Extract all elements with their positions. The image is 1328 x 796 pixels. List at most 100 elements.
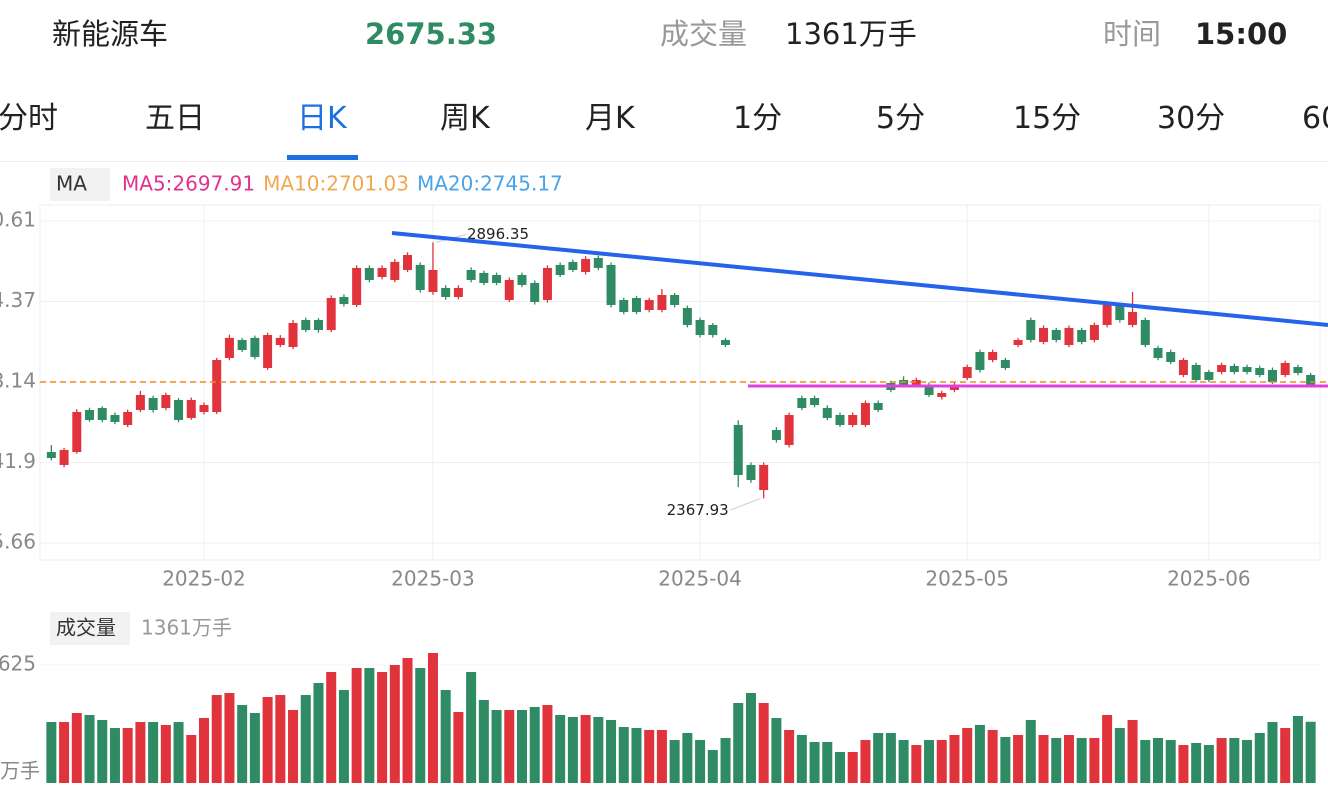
period-tab[interactable]: 30分: [1157, 101, 1226, 136]
candle-body: [212, 359, 222, 412]
candle-body: [174, 399, 184, 420]
candle-body: [619, 299, 629, 312]
period-tab[interactable]: 日K: [297, 101, 347, 136]
period-tab[interactable]: 5分: [876, 101, 926, 136]
candle-body: [1293, 367, 1303, 374]
candle-body: [644, 299, 654, 310]
period-tab[interactable]: 15分: [1013, 101, 1082, 136]
period-tab[interactable]: 周K: [440, 101, 490, 136]
volume-bar: [427, 652, 438, 783]
candle-body: [1013, 339, 1023, 346]
volume-bar: [1267, 722, 1278, 783]
volume-bar: [606, 720, 617, 783]
volume-bar: [351, 668, 362, 783]
volume-bar: [885, 733, 896, 783]
index-name: 新能源车: [52, 17, 169, 51]
volume-bar: [135, 722, 146, 783]
period-tab[interactable]: 1分: [733, 101, 783, 136]
candle-body: [797, 397, 807, 408]
candle-body: [72, 411, 82, 452]
period-tab[interactable]: 60分: [1302, 101, 1328, 136]
volume-bar: [364, 668, 375, 783]
candle-body: [1255, 367, 1265, 375]
candle-body: [441, 287, 451, 297]
candle-body: [415, 264, 425, 290]
candle-body: [479, 272, 489, 283]
y-tick-label: 2940.61: [0, 207, 36, 231]
volume-title: 成交量: [56, 616, 116, 640]
volume-bar: [300, 695, 311, 783]
candle-body: [593, 257, 603, 268]
time-value: 15:00: [1195, 17, 1288, 51]
volume-bar: [758, 702, 769, 783]
indicator-title: MA: [56, 172, 87, 196]
volume-bar: [59, 722, 70, 783]
volume-bar: [936, 740, 947, 783]
candle-body: [1178, 359, 1188, 375]
candle-body: [860, 402, 870, 425]
volume-bar: [1216, 738, 1227, 783]
volume-bar: [1178, 745, 1189, 783]
candle-body: [110, 414, 120, 422]
volume-bar: [962, 728, 973, 783]
volume-bar: [46, 722, 57, 783]
volume-bar: [542, 705, 553, 783]
volume-bar: [847, 751, 858, 783]
candle-body: [1140, 319, 1150, 346]
volume-bar: [873, 733, 884, 783]
period-tab[interactable]: 分时: [0, 101, 58, 136]
volume-bar: [1127, 720, 1138, 783]
volume-subtitle: 1361万手: [141, 616, 232, 640]
candle-body: [390, 261, 400, 280]
time-label: 时间: [1103, 17, 1162, 51]
candle-body: [1039, 327, 1049, 343]
volume-bar: [1076, 738, 1087, 783]
candle-body: [313, 319, 323, 331]
candle-body: [708, 324, 718, 335]
candle-body: [1191, 365, 1201, 380]
indicator-label: MA5:2697.91: [122, 172, 255, 196]
volume-bar: [1000, 737, 1011, 783]
candle-body: [631, 297, 641, 312]
volume-bar: [84, 715, 95, 783]
candle-body: [937, 392, 947, 397]
volume-bar: [97, 720, 108, 783]
volume-bar: [402, 657, 413, 783]
candle-body: [1267, 369, 1277, 383]
volume-bar: [288, 710, 299, 783]
candle-body: [326, 297, 336, 331]
candle-body: [810, 397, 820, 406]
volume-bar: [478, 700, 489, 783]
candle-body: [288, 322, 298, 347]
candle-body: [1077, 330, 1087, 343]
volume-bar: [656, 729, 667, 783]
candle-body: [822, 407, 832, 418]
x-tick-label: 2025-06: [1167, 567, 1251, 591]
volume-bar: [1280, 728, 1291, 783]
volume-bar: [567, 716, 578, 783]
volume-bar: [733, 702, 744, 783]
candle-body: [1051, 330, 1061, 340]
candle-body: [670, 294, 680, 305]
index-price: 2675.33: [365, 17, 498, 51]
x-tick-label: 2025-05: [925, 567, 1009, 591]
period-tab[interactable]: 五日: [145, 101, 205, 136]
candle-body: [517, 274, 527, 285]
period-tab[interactable]: 月K: [585, 101, 635, 136]
volume-bar: [974, 724, 985, 783]
candle-body: [695, 319, 705, 335]
candle-body: [97, 407, 107, 420]
volume-bar: [1229, 738, 1240, 783]
x-tick-label: 2025-04: [658, 567, 742, 591]
volume-bar: [529, 706, 540, 783]
candle-body: [924, 384, 934, 395]
volume-bar: [1013, 734, 1024, 783]
volume-bar: [249, 713, 260, 783]
candle-body: [1306, 374, 1316, 385]
candle-body: [759, 464, 769, 491]
candle-body: [275, 337, 285, 346]
volume-bar: [517, 710, 527, 783]
volume-label: 成交量: [660, 17, 748, 51]
candle-body: [848, 414, 858, 425]
